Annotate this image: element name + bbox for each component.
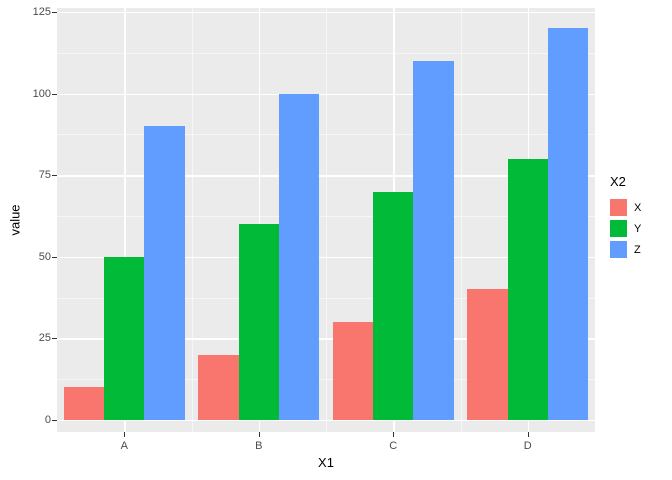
gridline-major-x [258, 8, 261, 432]
gridline-minor-x [460, 8, 462, 432]
x-tick-mark [124, 432, 126, 437]
gridline-minor-x [191, 8, 193, 432]
plot-panel [57, 8, 595, 432]
gridline-minor-x [326, 8, 327, 432]
bar-Z-A [144, 126, 185, 420]
x-tick-label: D [523, 440, 532, 452]
legend-label: Z [634, 243, 641, 256]
bar-Z-C [413, 60, 454, 420]
bar-Y-B [238, 224, 279, 420]
y-tick-label: 25 [38, 332, 51, 345]
y-tick-label: 100 [32, 87, 51, 100]
bar-Z-B [278, 93, 320, 420]
y-tick-mark [52, 256, 57, 258]
x-tick-mark [393, 432, 395, 437]
gridline-major-x [124, 8, 126, 432]
bar-Z-D [547, 28, 589, 420]
y-tick-label: 125 [32, 6, 51, 18]
y-tick-mark [52, 338, 57, 340]
x-tick-mark [258, 432, 260, 437]
x-tick-mark [527, 432, 529, 437]
y-tick-mark [52, 12, 57, 13]
legend-swatch-X [610, 199, 627, 216]
y-tick-label: 75 [38, 169, 51, 182]
bar-X-C [332, 322, 374, 420]
bar-X-D [467, 289, 508, 420]
legend-label: Y [634, 222, 642, 235]
legend-label: X [634, 201, 642, 214]
y-tick-label: 0 [44, 414, 51, 426]
x-axis-title: X1 [318, 455, 334, 470]
x-tick-label: A [120, 440, 128, 452]
y-tick-label: 50 [38, 250, 51, 263]
legend-swatch-Z [610, 241, 627, 258]
y-tick-mark [52, 420, 57, 421]
bar-Y-A [104, 256, 145, 420]
legend-entry-X: X [610, 197, 641, 218]
bar-Y-D [507, 158, 548, 420]
legend-entry-Z: Z [610, 239, 641, 260]
bar-X-B [198, 354, 239, 420]
y-axis-title: value [7, 204, 23, 236]
y-tick-mark [52, 93, 57, 95]
legend-swatch-Y [610, 220, 627, 237]
bar-X-A [63, 387, 105, 420]
legend-entry-Y: Y [610, 218, 641, 239]
legend-title: X2 [610, 174, 626, 189]
bar-Y-C [373, 191, 414, 420]
x-tick-label: B [255, 440, 263, 452]
x-tick-label: C [389, 440, 398, 452]
y-tick-mark [52, 175, 57, 177]
